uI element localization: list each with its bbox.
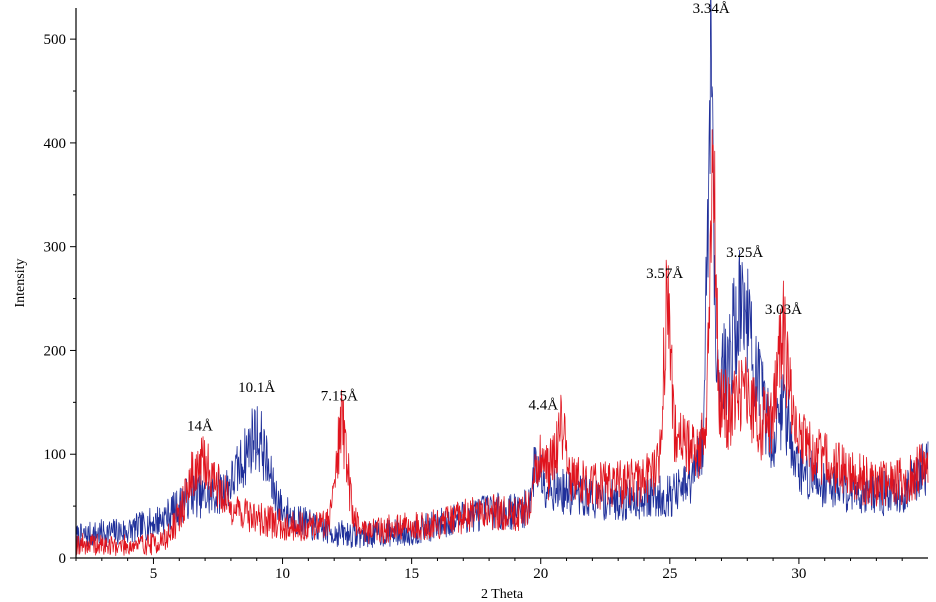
- y-axis-label: Intensity: [13, 259, 28, 308]
- y-tick-label: 100: [44, 447, 67, 463]
- x-tick-label: 10: [275, 566, 290, 582]
- peak-label: 3.03Å: [765, 302, 802, 318]
- y-tick-label: 0: [59, 551, 67, 567]
- x-tick-label: 30: [791, 566, 806, 582]
- x-tick-label: 25: [662, 566, 677, 582]
- peak-label: 14Å: [187, 418, 213, 434]
- x-tick-label: 15: [404, 566, 419, 582]
- series-line-2: [75, 129, 929, 556]
- x-axis-label: 2 Theta: [481, 587, 524, 602]
- y-tick-label: 200: [44, 343, 67, 359]
- y-tick-label: 300: [44, 240, 67, 256]
- y-tick-label: 500: [44, 32, 67, 48]
- y-tick-label: 400: [44, 136, 67, 152]
- series-lines: [75, 0, 929, 556]
- peak-label: 3.57Å: [646, 266, 683, 282]
- peak-label: 7.15Å: [321, 388, 358, 404]
- x-tick-label: 20: [533, 566, 548, 582]
- x-tick-label: 5: [150, 566, 158, 582]
- peak-label: 3.34Å: [693, 1, 730, 17]
- peak-label: 3.25Å: [726, 245, 763, 261]
- peak-label: 10.1Å: [238, 380, 275, 396]
- peak-annotations: 14Å 10.1Å 7.15Å 4.4Å 3.57Å 3.34Å 3.25Å 3.03Å: [187, 1, 802, 434]
- peak-label: 4.4Å: [529, 398, 559, 414]
